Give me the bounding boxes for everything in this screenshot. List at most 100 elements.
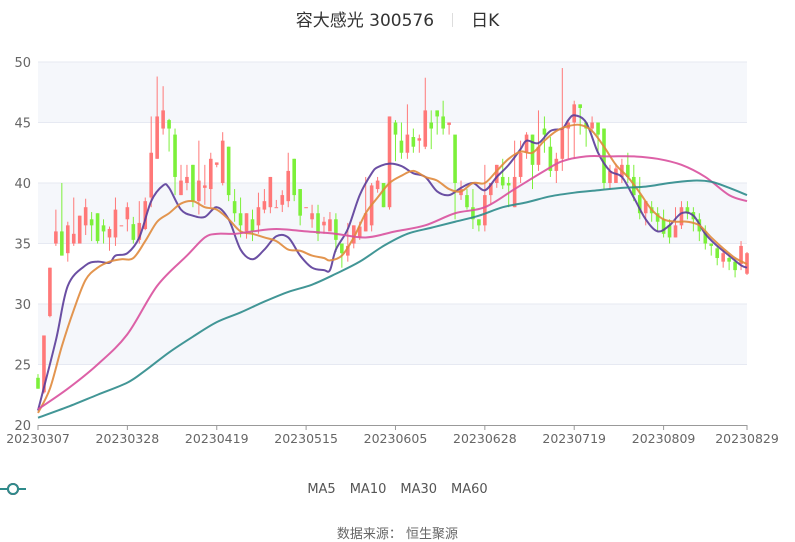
legend-label-ma30: MA30: [400, 482, 438, 497]
candle-up: [351, 225, 356, 244]
y-axis-label: 25: [14, 359, 31, 374]
candle-down: [637, 195, 642, 214]
candle-up: [185, 176, 189, 183]
candle-down: [685, 207, 690, 214]
candle-down: [173, 134, 177, 177]
grid-band: [38, 62, 747, 123]
candle-down: [60, 231, 64, 256]
candle-up: [143, 201, 148, 229]
candle-up: [423, 110, 428, 147]
x-axis-label: 20230419: [185, 431, 249, 446]
candle-down: [626, 164, 630, 177]
candle-up: [54, 231, 58, 244]
candle-up: [125, 207, 130, 220]
candle-down: [131, 224, 136, 240]
candle-up: [614, 168, 618, 183]
y-axis-label: 20: [14, 419, 31, 434]
candle-up: [405, 134, 410, 153]
candle-up: [673, 225, 678, 238]
candle-up: [572, 104, 577, 123]
candle-up: [483, 195, 487, 226]
candle-down: [429, 122, 434, 129]
candle-up: [447, 122, 451, 125]
candle-up: [357, 226, 362, 238]
candle-down: [709, 243, 714, 246]
candle-down: [441, 116, 445, 129]
candle-up: [113, 209, 118, 238]
candle-up: [83, 207, 88, 226]
y-axis-label: 35: [14, 238, 31, 253]
candle-down: [226, 146, 231, 196]
candlestick-chart[interactable]: 20 25 30 35 40 45 50 20230307 20230328 20230419 20…: [0, 0, 795, 470]
candle-down: [661, 219, 666, 234]
candle-down: [191, 164, 195, 202]
legend-item-ma10[interactable]: MA10: [0, 482, 387, 497]
ma60-line: [37, 179, 748, 419]
candle-up: [512, 176, 517, 208]
period-label: 日K: [471, 11, 500, 31]
candle-down: [250, 219, 255, 232]
candle-up: [494, 164, 499, 183]
ma10-line: [37, 123, 748, 414]
candle-up: [137, 222, 142, 240]
candle-down: [506, 183, 511, 186]
candle-up: [77, 215, 82, 244]
x-axis-label: 20230515: [274, 431, 338, 446]
legend: MA5 MA10 MA30 MA60: [0, 482, 795, 497]
ma30-line: [37, 155, 748, 411]
candle-down: [655, 213, 660, 222]
candle-up: [328, 219, 332, 232]
candle-down: [238, 213, 243, 226]
candle-up: [375, 180, 380, 190]
candle-down: [95, 213, 100, 242]
candle-down: [334, 219, 338, 240]
candle-up: [65, 225, 70, 254]
candle-down: [411, 137, 416, 147]
candle-up: [524, 134, 529, 153]
title-divider: [452, 13, 454, 27]
candle-up: [489, 183, 493, 196]
legend-item-ma60[interactable]: MA60: [0, 482, 488, 497]
ma60-line-icon: [0, 483, 26, 495]
chart-title: 容大感光 300576 日K: [0, 6, 795, 31]
candle-up: [346, 245, 350, 256]
candle-down: [435, 110, 439, 117]
candle-up: [149, 152, 154, 198]
y-axis-label: 50: [14, 56, 31, 71]
candle-up: [363, 213, 368, 232]
candle-down: [101, 225, 106, 232]
candle-down: [393, 122, 398, 135]
legend-label-ma10: MA10: [349, 482, 387, 497]
candle-up: [560, 128, 565, 159]
candle-down: [727, 258, 731, 262]
x-axis-label: 20230328: [96, 431, 160, 446]
candle-up: [304, 207, 308, 209]
candle-down: [292, 158, 296, 196]
x-axis-label: 20230307: [6, 431, 70, 446]
candle-up: [155, 116, 159, 159]
legend-item-ma30[interactable]: MA30: [0, 482, 438, 497]
candle-up: [608, 170, 612, 183]
candle-down: [298, 189, 302, 216]
candle-down: [316, 213, 320, 234]
candle-down: [542, 128, 547, 135]
legend-item-ma5[interactable]: MA5: [0, 482, 336, 497]
candle-down: [667, 225, 672, 238]
candle-up: [161, 110, 165, 129]
candle-up: [214, 162, 219, 165]
candle-up: [119, 225, 124, 227]
legend-label-ma5: MA5: [307, 482, 336, 497]
candle-down: [36, 377, 40, 389]
candle-down: [167, 120, 171, 129]
candle-down: [89, 219, 94, 226]
y-axis-label: 45: [14, 117, 31, 132]
candle-down: [471, 207, 475, 220]
candle-up: [590, 122, 594, 129]
candle-up: [274, 207, 279, 209]
y-axis-label: 30: [14, 298, 31, 313]
candle-up: [48, 267, 52, 317]
candle-down: [500, 176, 505, 186]
candle-down: [584, 122, 588, 129]
candle-down: [477, 219, 481, 226]
candle-up: [679, 207, 684, 226]
